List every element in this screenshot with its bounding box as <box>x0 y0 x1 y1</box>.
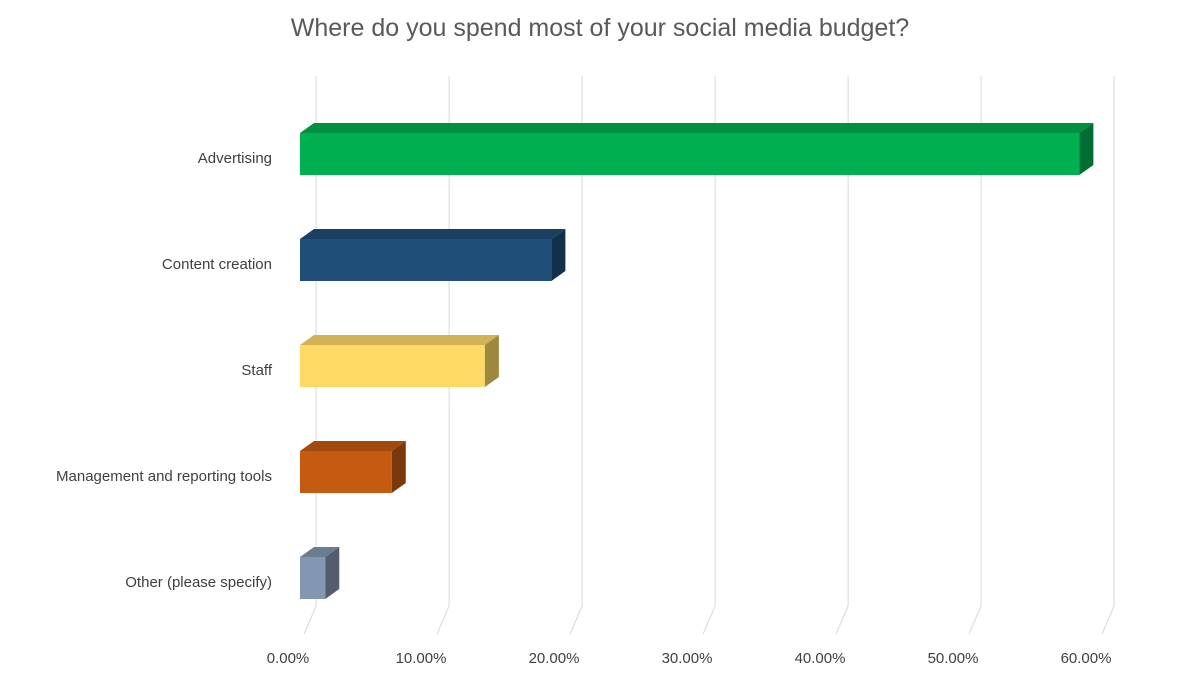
gridline-floor <box>702 605 716 635</box>
bar <box>300 547 340 599</box>
gridline-floor <box>968 605 982 635</box>
gridline-floor <box>1101 605 1115 635</box>
x-tick-label: 60.00% <box>1061 650 1112 667</box>
gridline-floor <box>436 605 450 635</box>
bar-top <box>300 229 566 239</box>
category-label: Staff <box>241 362 272 379</box>
bar-side <box>1079 123 1094 175</box>
bar-front <box>300 133 1080 175</box>
category-label: Content creation <box>162 256 272 273</box>
x-tick-label: 50.00% <box>928 650 979 667</box>
category-label: Management and reporting tools <box>56 468 272 485</box>
gridline-floor <box>303 605 317 635</box>
bar <box>300 123 1094 175</box>
x-tick-label: 20.00% <box>529 650 580 667</box>
category-labels: Advertising Content creation Staff Manageme… <box>56 150 273 591</box>
tick-labels: 0.00% 10.00% 20.00% 30.00% 40.00% 50.00% 60.00… <box>267 650 1112 667</box>
bar-top <box>300 335 499 345</box>
category-label: Other (please specify) <box>125 574 272 591</box>
chart-title: Where do you spend most of your social m… <box>290 14 910 42</box>
bar-side <box>325 547 340 599</box>
x-tick-label: 0.00% <box>267 650 310 667</box>
bar <box>300 229 566 281</box>
bar-side <box>391 441 406 493</box>
bar-top <box>300 123 1094 133</box>
gridline-floor <box>835 605 849 635</box>
bar-front <box>300 239 552 281</box>
bar-front <box>300 345 485 387</box>
bar <box>300 441 406 493</box>
bar-side <box>551 229 566 281</box>
bars <box>300 123 1094 599</box>
bar-side <box>484 335 499 387</box>
bar-front <box>300 451 392 493</box>
bar-top <box>300 441 406 451</box>
category-label: Advertising <box>198 150 272 167</box>
x-tick-label: 40.00% <box>795 650 846 667</box>
bar-top <box>300 547 340 557</box>
bar <box>300 335 499 387</box>
gridline-floor <box>569 605 583 635</box>
x-tick-label: 10.00% <box>396 650 447 667</box>
bar-front <box>300 557 326 599</box>
x-tick-label: 30.00% <box>662 650 713 667</box>
